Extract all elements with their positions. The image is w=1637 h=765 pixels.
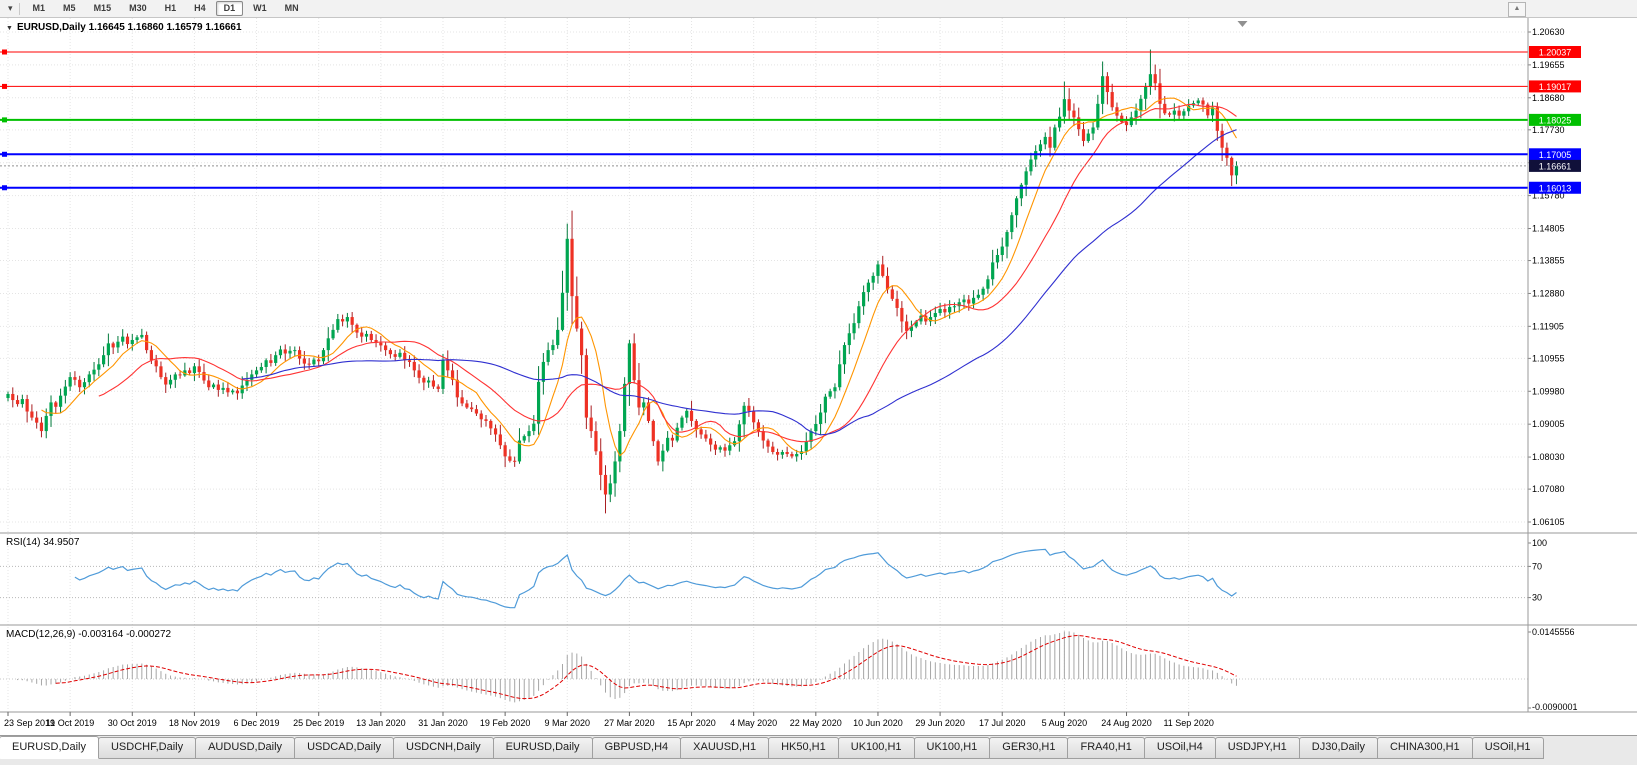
chart-tab-dj30-daily[interactable]: DJ30,Daily — [1298, 737, 1378, 759]
timeframe-m5-button[interactable]: M5 — [63, 3, 76, 13]
timeframe-m15-button[interactable]: M15 — [93, 3, 112, 13]
svg-text:5 Aug 2020: 5 Aug 2020 — [1042, 718, 1088, 728]
svg-text:1.07080: 1.07080 — [1532, 484, 1565, 494]
timeframe-m30-button[interactable]: M30 — [129, 3, 147, 13]
svg-text:30 Oct 2019: 30 Oct 2019 — [108, 718, 157, 728]
svg-text:17 Jul 2020: 17 Jul 2020 — [979, 718, 1026, 728]
svg-text:0.0145556: 0.0145556 — [1532, 627, 1575, 637]
svg-text:4 May 2020: 4 May 2020 — [730, 718, 777, 728]
svg-text:22 May 2020: 22 May 2020 — [790, 718, 842, 728]
chart-tab-audusd-daily[interactable]: AUDUSD,Daily — [195, 737, 296, 759]
macd-panel: 0.0145556 -0.0090001 — [0, 627, 1578, 712]
svg-text:1.09980: 1.09980 — [1532, 386, 1565, 396]
svg-text:13 Jan 2020: 13 Jan 2020 — [356, 718, 406, 728]
chart-tab-china300-h1[interactable]: CHINA300,H1 — [1376, 737, 1473, 759]
chart-tab-ger30-h1[interactable]: GER30,H1 — [989, 737, 1069, 759]
timeframe-h4-button[interactable]: H4 — [194, 3, 206, 13]
chart-menu-dropdown-icon[interactable]: ▾ — [8, 3, 13, 13]
svg-text:10 Jun 2020: 10 Jun 2020 — [853, 718, 903, 728]
svg-text:100: 100 — [1532, 538, 1547, 548]
svg-text:31 Jan 2020: 31 Jan 2020 — [418, 718, 468, 728]
svg-text:24 Aug 2020: 24 Aug 2020 — [1101, 718, 1152, 728]
svg-text:1.14805: 1.14805 — [1532, 224, 1565, 234]
scroll-to-top-button[interactable]: ▲ — [1508, 2, 1526, 17]
chart-tabs-bar: EURUSD,Daily USDCHF,Daily AUDUSD,Daily USDC… — [0, 735, 1637, 765]
timeframe-h1-button[interactable]: H1 — [164, 3, 177, 13]
chart-tab-fra40-h1[interactable]: FRA40,H1 — [1067, 737, 1145, 759]
svg-text:1.13855: 1.13855 — [1532, 256, 1565, 266]
chart-tab-usdcnh-daily[interactable]: USDCNH,Daily — [393, 737, 494, 759]
timeframe-w1-button[interactable]: W1 — [253, 3, 267, 13]
timeframe-toolbar: ▾ M1 M5 M15 M30 H1 H4 D1 W1 MN ▲ — [0, 0, 1637, 18]
svg-text:1.10955: 1.10955 — [1532, 353, 1565, 363]
svg-text:1.06105: 1.06105 — [1532, 517, 1565, 527]
svg-text:1.16661: 1.16661 — [1539, 161, 1572, 171]
svg-text:70: 70 — [1532, 561, 1542, 571]
timeframe-buttons-group: M1 M5 M15 M30 H1 H4 D1 W1 MN — [25, 1, 309, 16]
chart-background — [0, 18, 1637, 735]
chart-tab-usdcad-daily[interactable]: USDCAD,Daily — [294, 737, 395, 759]
svg-text:23 Sep 2019: 23 Sep 2019 — [4, 718, 55, 728]
svg-text:1.19017: 1.19017 — [1539, 82, 1572, 92]
toolbar-separator — [18, 2, 20, 15]
svg-text:-0.0090001: -0.0090001 — [1532, 702, 1578, 712]
horizontal-line-1.20037[interactable]: 1.20037 — [0, 46, 1581, 59]
chart-tab-usdjpy-h1[interactable]: USDJPY,H1 — [1214, 737, 1300, 759]
horizontal-line-1.16013[interactable]: 1.16013 — [0, 181, 1581, 194]
svg-text:25 Dec 2019: 25 Dec 2019 — [293, 718, 344, 728]
svg-text:1.19655: 1.19655 — [1532, 60, 1565, 70]
svg-text:11 Sep 2020: 11 Sep 2020 — [1163, 718, 1213, 728]
svg-text:1.12880: 1.12880 — [1532, 288, 1565, 298]
svg-text:1.18025: 1.18025 — [1539, 115, 1572, 125]
svg-text:27 Mar 2020: 27 Mar 2020 — [604, 718, 655, 728]
rsi-panel: 100 70 30 — [0, 538, 1547, 609]
chart-tab-usoil-h1[interactable]: USOil,H1 — [1471, 737, 1544, 759]
horizontal-line-1.17005[interactable]: 1.17005 — [0, 148, 1581, 161]
chart-tab-uk100-h1[interactable]: UK100,H1 — [913, 737, 991, 759]
chart-tab-eurusd-daily[interactable]: EURUSD,Daily — [0, 736, 99, 759]
moving-averages-layer — [41, 97, 1237, 457]
timeframe-mn-button[interactable]: MN — [284, 3, 299, 13]
svg-text:1.17005: 1.17005 — [1539, 150, 1572, 160]
chart-shift-marker[interactable] — [1237, 21, 1248, 27]
svg-text:1.09005: 1.09005 — [1532, 419, 1565, 429]
svg-text:15 Apr 2020: 15 Apr 2020 — [667, 718, 716, 728]
current-price-marker: 1.16661 — [0, 159, 1581, 172]
svg-text:6 Dec 2019: 6 Dec 2019 — [234, 718, 280, 728]
svg-text:1.20630: 1.20630 — [1532, 27, 1565, 37]
candles-layer — [6, 49, 1239, 514]
chart-tab-xauusd-h1[interactable]: XAUUSD,H1 — [680, 737, 770, 759]
chart-tab-eurusd-daily[interactable]: EURUSD,Daily — [492, 737, 593, 759]
svg-text:1.15780: 1.15780 — [1532, 191, 1565, 201]
chart-tab-usoil-h4[interactable]: USOil,H4 — [1143, 737, 1216, 759]
panel-separators — [0, 18, 1637, 713]
svg-text:29 Jun 2020: 29 Jun 2020 — [915, 718, 965, 728]
svg-text:18 Nov 2019: 18 Nov 2019 — [169, 718, 220, 728]
svg-text:1.18680: 1.18680 — [1532, 93, 1565, 103]
svg-text:1.08030: 1.08030 — [1532, 452, 1565, 462]
price-chart-canvas[interactable]: 100 70 30 0.0145556 -0.0090001 1.20630 1.19655… — [0, 18, 1637, 735]
timeframe-m1-button[interactable]: M1 — [32, 3, 46, 13]
horizontal-line-1.19017[interactable]: 1.19017 — [0, 80, 1581, 93]
timeframe-d1-button[interactable]: D1 — [215, 1, 244, 16]
svg-text:9 Mar 2020: 9 Mar 2020 — [544, 718, 590, 728]
svg-text:30: 30 — [1532, 593, 1542, 603]
svg-text:1.11905: 1.11905 — [1532, 321, 1564, 331]
svg-text:19 Feb 2020: 19 Feb 2020 — [480, 718, 531, 728]
svg-text:11 Oct 2019: 11 Oct 2019 — [46, 718, 94, 728]
svg-text:1.17730: 1.17730 — [1532, 125, 1565, 135]
svg-text:1.16013: 1.16013 — [1539, 183, 1572, 193]
chart-tab-hk50-h1[interactable]: HK50,H1 — [768, 737, 839, 759]
chart-tab-gbpusd-h4[interactable]: GBPUSD,H4 — [591, 737, 682, 759]
horizontal-line-1.18025[interactable]: 1.18025 — [0, 113, 1581, 126]
chart-tab-uk100-h1[interactable]: UK100,H1 — [837, 737, 915, 759]
chart-tab-usdchf-daily[interactable]: USDCHF,Daily — [97, 737, 197, 759]
svg-text:1.20037: 1.20037 — [1539, 48, 1572, 58]
collapse-triangle-icon[interactable]: ▼ — [6, 25, 13, 32]
